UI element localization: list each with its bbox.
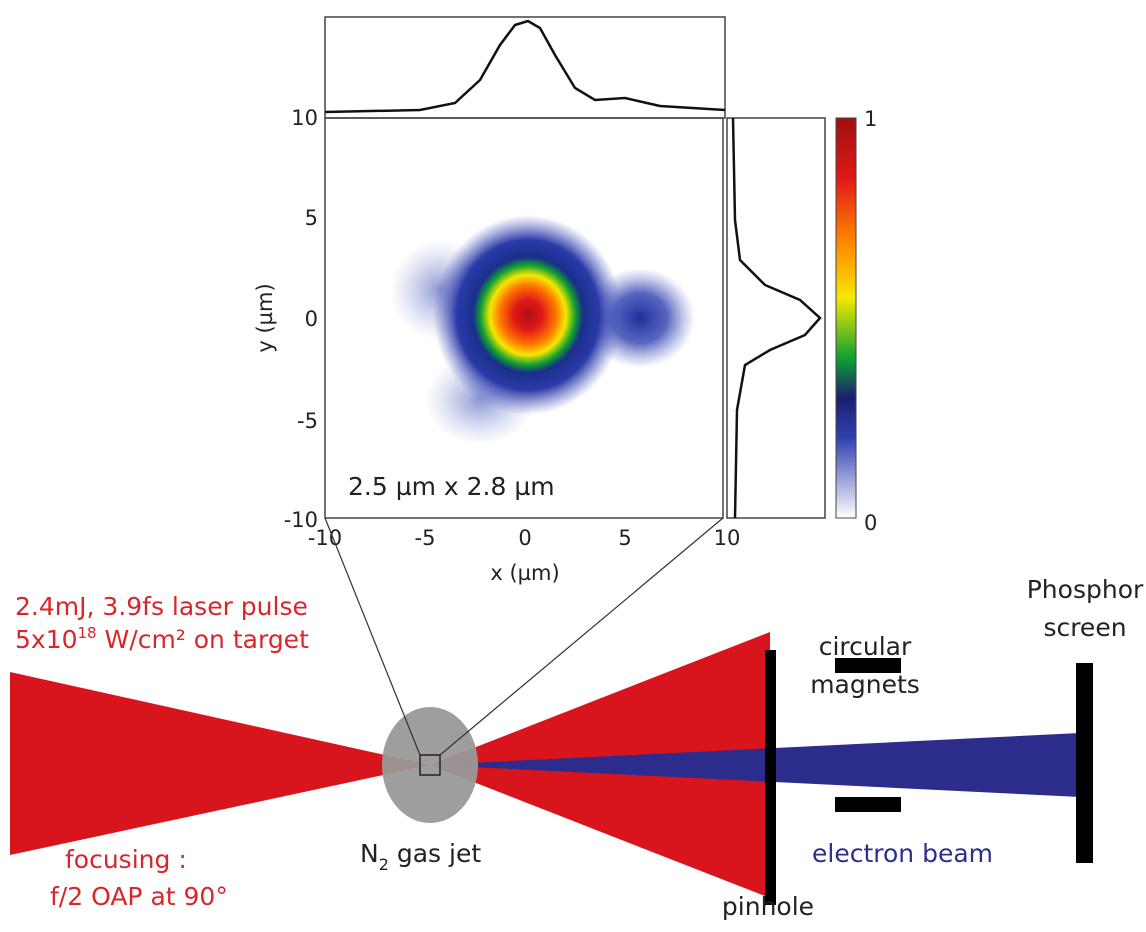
focusing-label: focusing : [65,845,187,874]
figure: 1 0 -10 -5 0 5 10 10 5 0 -5 -10 x (µm) y… [0,0,1146,928]
spot-size: 2.5 µm x 2.8 µm [348,472,555,501]
y-axis-label: y (µm) [253,283,277,352]
x-tick-label: -5 [415,526,436,550]
x-tick-label: 0 [518,526,531,550]
intensity-label: 5x1018 W/cm² on target [15,624,309,654]
focusing-label: f/2 OAP at 90° [50,882,228,911]
pinhole-label: pinhole [722,892,814,921]
laser-label: 2.4mJ, 3.9fs laser pulse [15,592,308,621]
y-tick-label: -10 [284,508,318,532]
y-tick-label: 0 [305,307,318,331]
y-tick-label: 5 [305,206,318,230]
electron-beam-label: electron beam [812,839,993,868]
x-tick-label: 10 [714,526,741,550]
magnets-label: circular [819,632,912,661]
gas-jet-label: N2 gas jet [360,839,481,874]
screen-label: Phosphor [1027,575,1144,604]
magnets-label: magnets [810,670,920,699]
screen-label: screen [1043,613,1126,642]
y-tick-label: 10 [291,106,318,130]
x-axis-label: x (µm) [490,561,559,585]
x-tick-label: 5 [618,526,631,550]
colorbar-tick: 1 [864,107,877,131]
y-tick-label: -5 [297,409,318,433]
colorbar-tick: 0 [864,511,877,535]
